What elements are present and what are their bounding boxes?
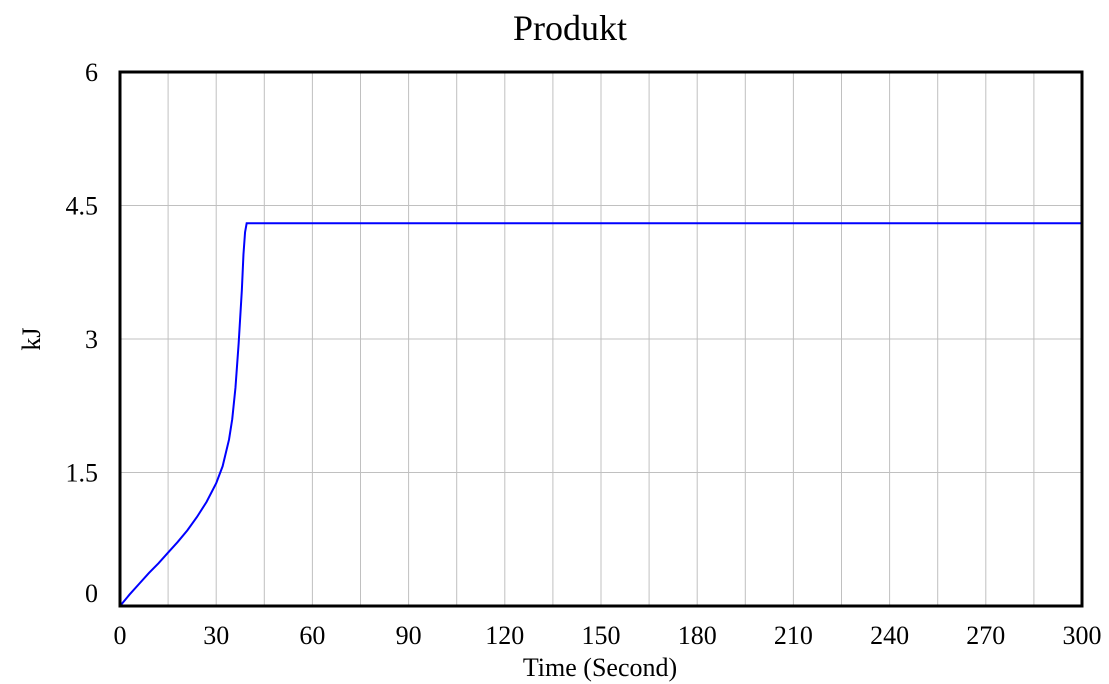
y-tick-label: 0	[85, 579, 98, 608]
y-tick-label: 3	[85, 325, 98, 354]
series-line	[119, 222, 1082, 607]
x-tick-label: 180	[678, 621, 717, 650]
plot-frame	[118, 70, 1084, 608]
grid-lines	[120, 72, 1082, 606]
x-tick-label: 60	[299, 621, 325, 650]
x-tick-label: 120	[485, 621, 524, 650]
chart-title: Produkt	[513, 8, 627, 48]
x-tick-label: 0	[114, 621, 127, 650]
series-group	[119, 222, 1082, 607]
x-tick-labels: 0 30 60 90 120 150 180 210 240 270 300	[114, 621, 1102, 650]
y-tick-labels: 0 1.5 3 4.5 6	[66, 58, 99, 608]
x-tick-label: 30	[203, 621, 229, 650]
x-tick-label: 240	[870, 621, 909, 650]
x-tick-label: 90	[396, 621, 422, 650]
x-tick-label: 300	[1063, 621, 1102, 650]
y-tick-label: 4.5	[66, 192, 99, 221]
y-axis-label: kJ	[17, 327, 46, 350]
y-tick-label: 1.5	[66, 459, 99, 488]
x-tick-label: 270	[966, 621, 1005, 650]
x-tick-label: 210	[774, 621, 813, 650]
x-tick-label: 150	[582, 621, 621, 650]
y-tick-label: 6	[85, 58, 98, 87]
x-axis-label: Time (Second)	[523, 653, 677, 682]
